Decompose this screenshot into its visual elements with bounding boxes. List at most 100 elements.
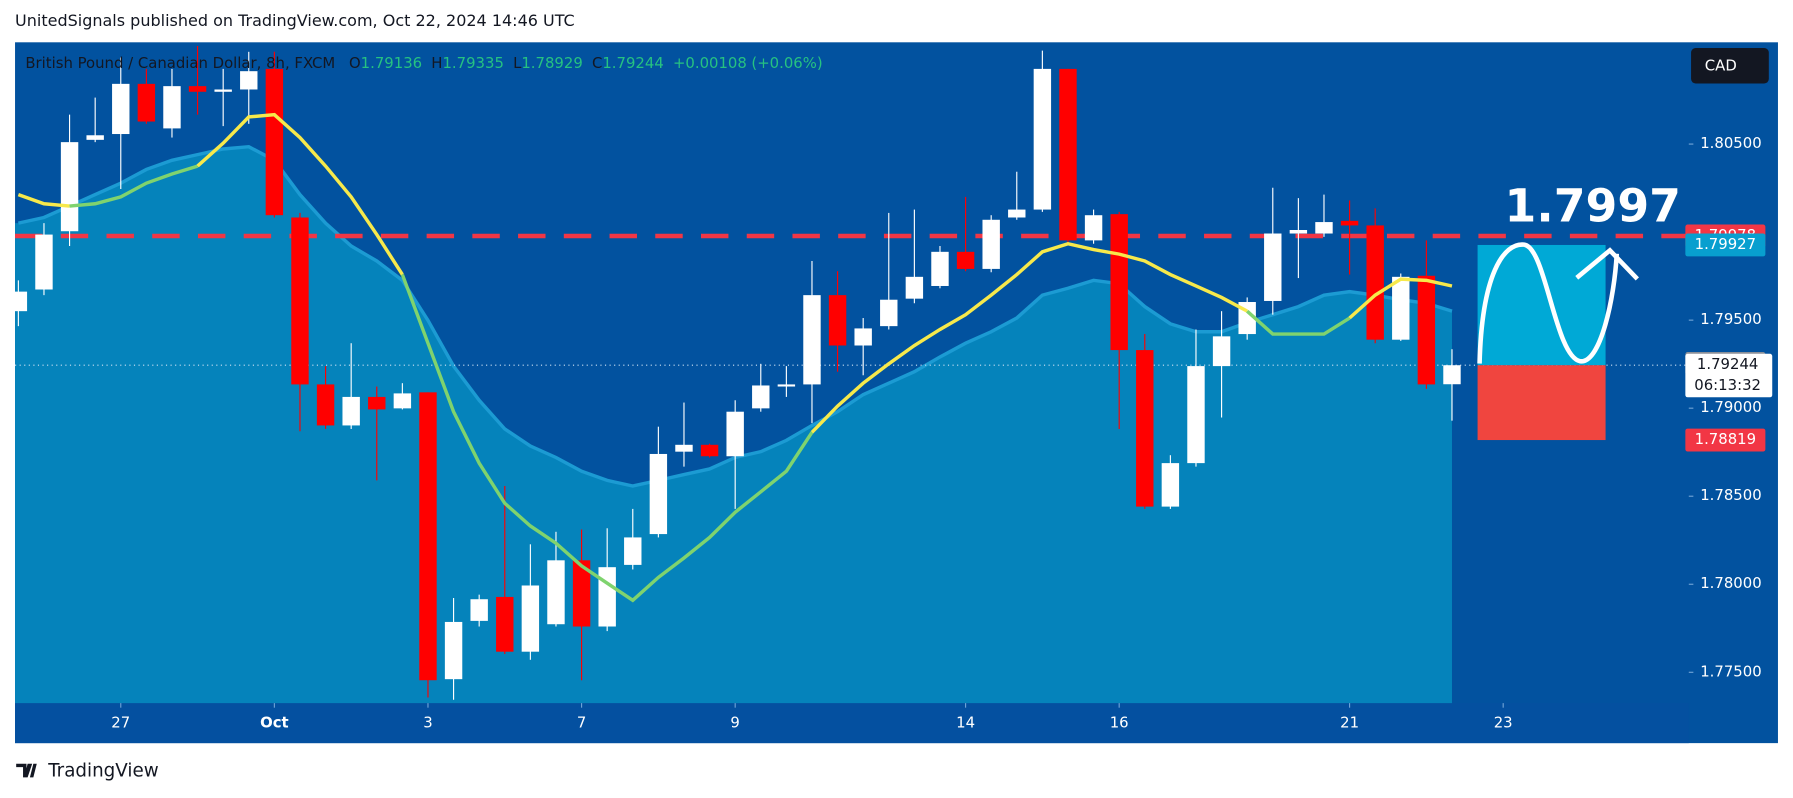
price-label: 1.78819 (1695, 430, 1756, 448)
last-price-box (1685, 353, 1773, 398)
tradingview-logo: TradingView (16, 761, 159, 782)
candle-body (1289, 229, 1308, 234)
price-label-box (1685, 428, 1766, 452)
change: +0.00108 (673, 54, 747, 72)
x-tick-label: 14 (956, 714, 975, 732)
currency-label: CAD (1705, 56, 1737, 74)
y-tick-label: 1.77500 (1700, 662, 1761, 680)
y-tick-label: 1.78500 (1700, 486, 1761, 504)
symbol: British Pound / Canadian Dollar, 8h, FXC… (25, 54, 335, 72)
candle-body (1084, 215, 1103, 241)
ma-line (17, 192, 70, 208)
candle-body (752, 385, 770, 409)
publish-title: UnitedSignals published on TradingView.c… (15, 11, 575, 30)
candle-body (598, 567, 616, 627)
time-axis (15, 703, 1689, 744)
candle-body (649, 453, 668, 535)
candle-body (342, 396, 360, 426)
candle-body (496, 596, 514, 652)
candle-body (368, 396, 386, 410)
candle-body (1136, 350, 1154, 507)
candle-body (137, 83, 156, 122)
legend: British Pound / Canadian Dollar, 8h, FXC… (25, 54, 822, 72)
ohlc-value: 1.79136 (361, 54, 422, 72)
ohlc-value: 1.79244 (602, 54, 663, 72)
brand: TradingView (47, 761, 159, 782)
x-tick-label: 9 (730, 714, 739, 732)
candle-body (675, 444, 693, 452)
candle-body (393, 393, 412, 409)
x-tick-label: Oct (260, 714, 289, 732)
ohlc-key: O (349, 54, 361, 72)
candle-body (1212, 336, 1231, 367)
candle-body (982, 219, 1000, 269)
candle-body (1059, 68, 1077, 241)
candle-body (1187, 366, 1205, 464)
ma-line (1348, 277, 1453, 320)
candle-body (240, 71, 258, 90)
candle-body (726, 411, 744, 457)
x-tick-label: 16 (1110, 714, 1129, 732)
x-tick-label: 23 (1494, 714, 1513, 732)
projection-curve (1477, 242, 1620, 364)
y-tick-label: 1.78000 (1700, 574, 1761, 592)
candle-body (470, 599, 488, 621)
ohlc-value: 1.78929 (521, 54, 582, 72)
position-stop (1477, 365, 1606, 441)
candle-body (931, 251, 949, 286)
candle-body (1443, 365, 1461, 385)
change-pct: (+0.06%) (751, 54, 822, 72)
candle-body (1340, 220, 1359, 226)
logo-mark (16, 763, 37, 778)
candle-body (700, 444, 719, 457)
candle-body (905, 276, 924, 299)
candle-body (86, 135, 104, 140)
candle-body (316, 384, 335, 426)
candle-body (547, 560, 565, 625)
x-tick-label: 21 (1340, 714, 1359, 732)
candle-body (112, 83, 130, 135)
ohlc-value: 1.79335 (442, 54, 503, 72)
candle-body (444, 621, 463, 680)
candle-body (1417, 275, 1436, 385)
candle-body (521, 585, 540, 652)
candle-body (1392, 276, 1410, 340)
y-tick-label: 1.79000 (1700, 398, 1761, 416)
candle-body (777, 384, 796, 387)
y-tick-label: 1.79500 (1700, 310, 1761, 328)
candle-body (214, 89, 232, 92)
candle-body (956, 251, 975, 269)
candle-body (60, 142, 79, 232)
candle-body (1264, 233, 1282, 301)
candle-body (1008, 209, 1026, 218)
candle-body (1110, 214, 1128, 351)
candle-body (188, 86, 207, 92)
candle-body (291, 217, 309, 385)
candle-body (265, 68, 284, 216)
plot (9, 45, 1689, 704)
ohlc-key: H (431, 54, 442, 72)
candle-body (854, 328, 872, 346)
candle-body (419, 392, 437, 681)
price-label-box (1685, 233, 1766, 257)
ma-area (15, 146, 1452, 704)
candle-body (803, 295, 821, 385)
ohlc-key: L (513, 54, 522, 72)
candle-body (1366, 225, 1384, 340)
y-tick-label: 1.80500 (1700, 134, 1761, 152)
candle-body (9, 291, 28, 312)
candle-body (1161, 463, 1180, 507)
ma-line (810, 241, 1248, 434)
candle-body (35, 234, 53, 290)
candle-body (880, 299, 898, 327)
candle-body (828, 295, 847, 346)
ma-line (196, 112, 404, 276)
x-tick-label: 7 (577, 714, 586, 732)
ma-line (69, 164, 199, 208)
last-price-label: 1.79244 (1697, 355, 1758, 373)
countdown: 06:13:32 (1694, 376, 1761, 394)
candle-body (1315, 222, 1333, 234)
overlay (1477, 242, 1639, 364)
currency-button[interactable] (1691, 48, 1769, 84)
projection-arrow (1575, 247, 1639, 281)
